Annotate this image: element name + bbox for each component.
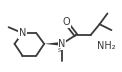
Text: NH₂: NH₂ <box>97 41 115 51</box>
Text: S: S <box>58 48 62 53</box>
Polygon shape <box>44 42 62 46</box>
Text: O: O <box>62 17 70 27</box>
Text: N: N <box>58 39 66 49</box>
Text: N: N <box>19 28 26 38</box>
